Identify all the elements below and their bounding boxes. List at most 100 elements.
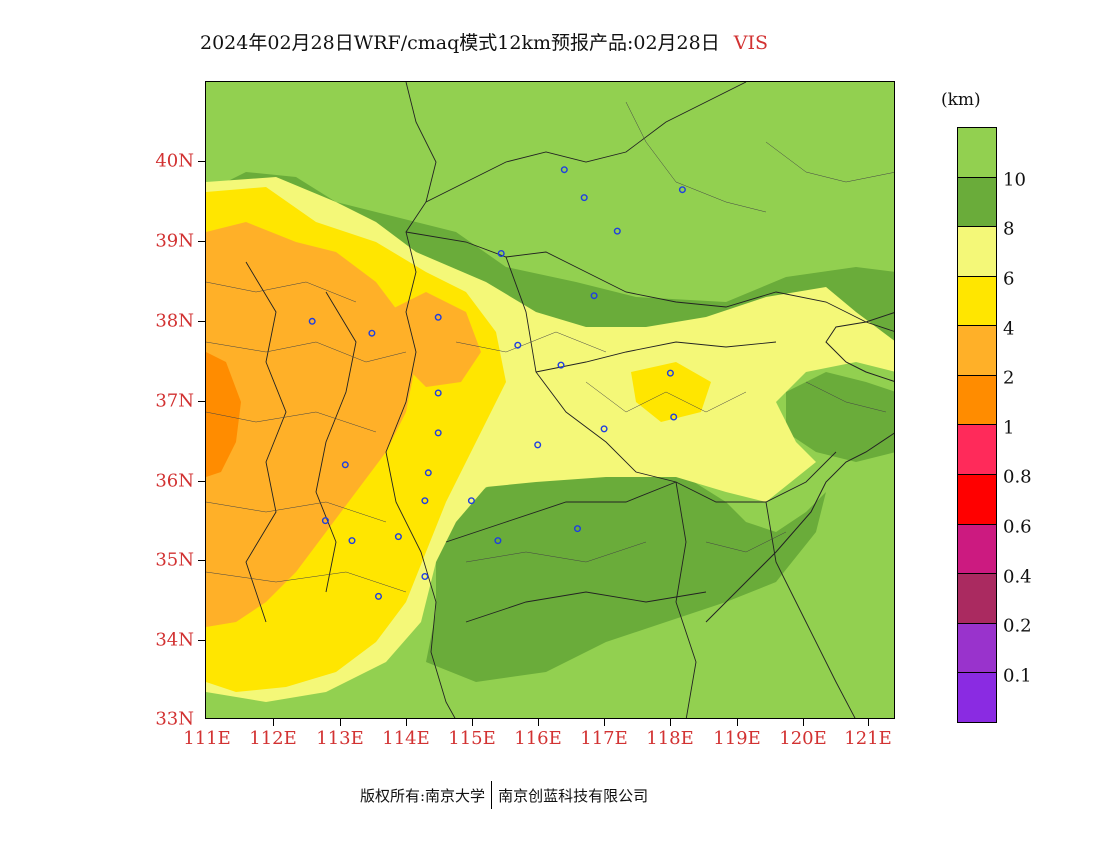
- ytick-mark: [198, 401, 205, 402]
- colorbar-segment: [958, 475, 996, 525]
- legend-label-2: 2: [1003, 367, 1015, 389]
- xtick-mark: [604, 719, 605, 726]
- ytick-mark: [198, 640, 205, 641]
- visibility-map: [206, 82, 894, 718]
- xtick-120e: 120E: [779, 728, 827, 749]
- city-marker-icon: [613, 227, 621, 235]
- xtick-111e: 111E: [183, 728, 231, 749]
- city-marker-icon: [666, 369, 674, 377]
- xtick-mark: [273, 719, 274, 726]
- xtick-115e: 115E: [448, 728, 496, 749]
- city-marker-icon: [590, 292, 598, 300]
- ytick-mark: [198, 161, 205, 162]
- city-marker-icon: [341, 461, 349, 469]
- xtick-118e: 118E: [646, 728, 694, 749]
- colorbar-segment: [958, 673, 996, 722]
- province-boundaries: [245, 82, 894, 718]
- vis-field-2km-pocket: [386, 292, 481, 387]
- colorbar-segment: [958, 425, 996, 476]
- city-marker-icon: [434, 429, 442, 437]
- legend-label-4: 4: [1003, 318, 1015, 340]
- xtick-121e: 121E: [844, 728, 892, 749]
- legend-label-8: 8: [1003, 218, 1015, 240]
- legend-label-0.2: 0.2: [1003, 615, 1032, 637]
- city-marker-icon: [467, 497, 475, 505]
- xtick-114e: 114E: [382, 728, 430, 749]
- colorbar-segment: [958, 524, 996, 575]
- legend-unit: (km): [941, 90, 981, 110]
- city-marker-icon: [394, 533, 402, 541]
- xtick-116e: 116E: [514, 728, 562, 749]
- footer: 版权所有:南京大学 南京创蓝科技有限公司: [360, 781, 648, 809]
- vis-field-1km: [206, 352, 241, 477]
- ytick-34n: 34N: [155, 629, 194, 651]
- colorbar-segment: [958, 128, 996, 178]
- city-marker-icon: [424, 469, 432, 477]
- vis-field-4km-east: [631, 362, 711, 422]
- ytick-36n: 36N: [155, 470, 194, 492]
- city-marker-icon: [494, 537, 502, 545]
- xtick-mark: [868, 719, 869, 726]
- legend-label-0.6: 0.6: [1003, 516, 1032, 538]
- xtick-113e: 113E: [316, 728, 364, 749]
- xtick-mark: [803, 719, 804, 726]
- city-marker-icon: [434, 313, 442, 321]
- vis-field-8km-south: [426, 472, 826, 682]
- coastline: [705, 312, 894, 623]
- ytick-mark: [198, 481, 205, 482]
- city-marker-icon: [600, 425, 608, 433]
- city-marker-icon: [421, 497, 429, 505]
- colorbar-segment: [958, 574, 996, 624]
- city-marker-icon: [374, 592, 382, 600]
- xtick-mark: [472, 719, 473, 726]
- ytick-38n: 38N: [155, 310, 194, 332]
- footer-divider: [491, 781, 493, 809]
- xtick-mark: [538, 719, 539, 726]
- xtick-119e: 119E: [713, 728, 761, 749]
- city-marker-icon: [574, 525, 582, 533]
- city-marker-icon: [514, 341, 522, 349]
- legend-label-0.1: 0.1: [1003, 665, 1032, 687]
- title-text: 2024年02月28日WRF/cmaq模式12km预报产品:02月28日: [200, 32, 720, 54]
- city-marker-icon: [670, 413, 678, 421]
- city-marker-icon: [580, 194, 588, 202]
- legend-label-0.4: 0.4: [1003, 566, 1032, 588]
- city-marker-icon: [308, 317, 316, 325]
- city-marker-icon: [368, 329, 376, 337]
- ytick-35n: 35N: [155, 549, 194, 571]
- ytick-37n: 37N: [155, 390, 194, 412]
- map-panel: [205, 81, 895, 719]
- colorbar-segment: [958, 227, 996, 277]
- city-marker-icon: [534, 441, 542, 449]
- legend-label-10: 10: [1003, 169, 1026, 191]
- legend-label-6: 6: [1003, 268, 1015, 290]
- footer-copyright: 版权所有:南京大学: [360, 786, 486, 805]
- colorbar-segment: [958, 623, 996, 674]
- xtick-mark: [406, 719, 407, 726]
- colorbar: [957, 127, 997, 723]
- ytick-33n: 33N: [155, 708, 194, 730]
- colorbar-segment: [958, 177, 996, 228]
- xtick-112e: 112E: [249, 728, 297, 749]
- city-marker-icon: [678, 186, 686, 194]
- ytick-39n: 39N: [155, 230, 194, 252]
- county-boundaries: [206, 101, 894, 593]
- xtick-117e: 117E: [580, 728, 628, 749]
- ytick-mark: [198, 560, 205, 561]
- city-marker-icon: [421, 573, 429, 581]
- colorbar-segment: [958, 375, 996, 426]
- footer-company: 南京创蓝科技有限公司: [498, 786, 649, 805]
- title-variable: VIS: [733, 32, 768, 54]
- vis-field-2km: [206, 222, 416, 627]
- chart-title: 2024年02月28日WRF/cmaq模式12km预报产品:02月28日 VIS: [200, 28, 900, 56]
- city-marker-icon: [560, 166, 568, 174]
- vis-field-8km-east: [786, 372, 894, 462]
- legend-label-1: 1: [1003, 417, 1015, 439]
- ytick-mark: [198, 241, 205, 242]
- city-marker-icon: [434, 389, 442, 397]
- xtick-mark: [670, 719, 671, 726]
- ytick-mark: [198, 321, 205, 322]
- xtick-mark: [737, 719, 738, 726]
- city-markers: [308, 166, 686, 600]
- city-marker-icon: [348, 537, 356, 545]
